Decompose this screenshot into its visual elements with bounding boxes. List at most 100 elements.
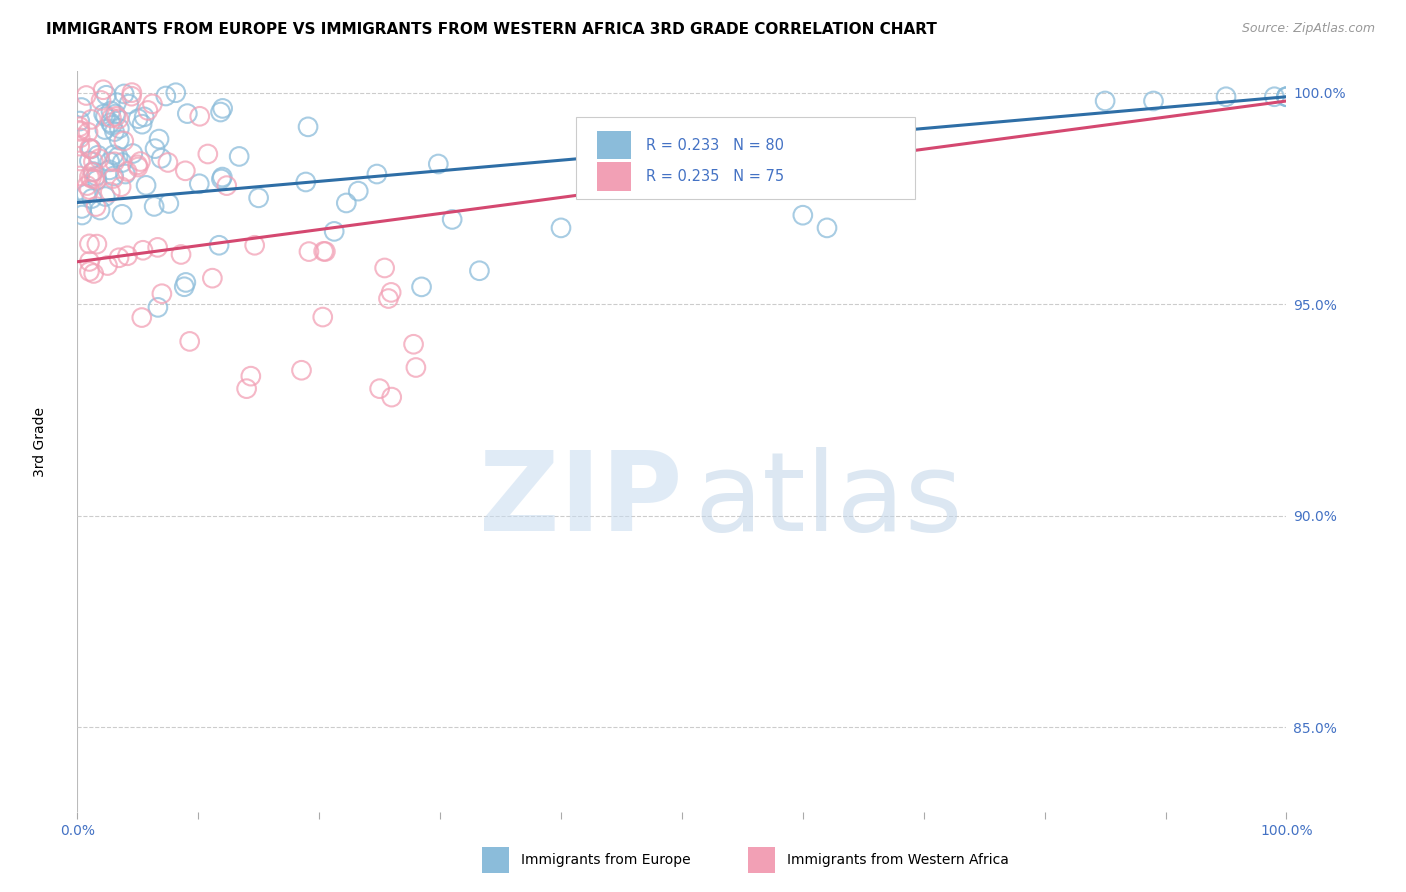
Text: Immigrants from Western Africa: Immigrants from Western Africa xyxy=(787,853,1010,867)
Point xyxy=(100,116,122,130)
Point xyxy=(127,158,149,172)
Point xyxy=(86,173,108,187)
Point xyxy=(70,101,93,115)
Point xyxy=(115,164,138,178)
Point xyxy=(69,169,91,183)
Point xyxy=(79,264,101,278)
Point xyxy=(84,200,107,214)
Point xyxy=(69,153,91,168)
Point xyxy=(173,279,195,293)
Point xyxy=(314,244,336,259)
Point xyxy=(98,154,121,169)
Point xyxy=(80,112,103,127)
Point xyxy=(131,117,153,131)
FancyBboxPatch shape xyxy=(598,131,631,160)
Point xyxy=(82,165,104,179)
Point xyxy=(136,103,159,118)
Text: Source: ZipAtlas.com: Source: ZipAtlas.com xyxy=(1241,22,1375,36)
Point xyxy=(197,147,219,161)
Point xyxy=(294,175,316,189)
Point xyxy=(79,236,101,251)
Point xyxy=(79,182,101,196)
Point xyxy=(75,187,97,202)
Point xyxy=(94,189,117,203)
Point xyxy=(1263,89,1285,103)
Point xyxy=(91,83,114,97)
Point xyxy=(127,160,149,174)
Point xyxy=(114,167,136,181)
Point xyxy=(188,109,211,123)
Point xyxy=(366,167,388,181)
Point xyxy=(170,247,193,261)
Point xyxy=(297,120,319,134)
Point xyxy=(141,96,163,111)
Point xyxy=(82,154,104,169)
Point xyxy=(69,123,91,137)
Text: IMMIGRANTS FROM EUROPE VS IMMIGRANTS FROM WESTERN AFRICA 3RD GRADE CORRELATION C: IMMIGRANTS FROM EUROPE VS IMMIGRANTS FRO… xyxy=(46,22,938,37)
Point xyxy=(1215,89,1237,103)
Point xyxy=(103,154,125,169)
Point xyxy=(111,207,134,221)
FancyBboxPatch shape xyxy=(575,117,915,200)
Point xyxy=(156,155,179,169)
Point xyxy=(101,118,124,132)
Point xyxy=(380,285,402,300)
Point xyxy=(79,142,101,156)
Point xyxy=(76,178,98,193)
Point xyxy=(209,105,232,120)
Point xyxy=(146,301,169,315)
Point xyxy=(108,133,131,147)
Point xyxy=(155,89,177,103)
Point xyxy=(441,212,464,227)
Point xyxy=(298,244,321,259)
Point xyxy=(83,267,105,281)
Point xyxy=(117,249,139,263)
Point xyxy=(211,170,233,185)
Point xyxy=(427,157,450,171)
Point xyxy=(69,139,91,153)
Point xyxy=(69,114,91,128)
Point xyxy=(131,310,153,325)
Point xyxy=(89,152,111,166)
Point xyxy=(247,191,270,205)
Y-axis label: 3rd Grade: 3rd Grade xyxy=(34,407,48,476)
Point xyxy=(1275,89,1298,103)
Point xyxy=(792,208,814,222)
Point xyxy=(335,196,357,211)
Point xyxy=(215,178,238,193)
Point xyxy=(98,185,121,199)
Point xyxy=(134,110,156,124)
Point xyxy=(79,254,101,268)
Point xyxy=(176,106,198,120)
Point xyxy=(143,199,166,213)
Point xyxy=(188,177,211,191)
Point xyxy=(89,202,111,217)
Point xyxy=(1142,94,1164,108)
Point xyxy=(104,107,127,121)
Point xyxy=(1275,89,1298,103)
Point xyxy=(121,86,143,100)
Point xyxy=(111,155,134,169)
Point xyxy=(129,154,152,169)
Point xyxy=(402,337,425,351)
Point xyxy=(105,95,128,110)
Point xyxy=(100,111,122,125)
Point xyxy=(148,132,170,146)
Point xyxy=(135,178,157,193)
Point xyxy=(312,310,335,324)
Point xyxy=(103,125,125,139)
Point xyxy=(347,184,370,198)
Point xyxy=(108,251,131,265)
Point xyxy=(69,124,91,138)
Point xyxy=(312,244,335,259)
Point xyxy=(150,151,173,165)
Point xyxy=(69,131,91,145)
Point xyxy=(69,120,91,134)
Point xyxy=(150,286,173,301)
Point xyxy=(94,110,117,124)
Point xyxy=(79,153,101,168)
Text: R = 0.235   N = 75: R = 0.235 N = 75 xyxy=(645,169,783,184)
Point xyxy=(83,172,105,186)
Point xyxy=(75,88,97,103)
Text: R = 0.233   N = 80: R = 0.233 N = 80 xyxy=(645,138,783,153)
